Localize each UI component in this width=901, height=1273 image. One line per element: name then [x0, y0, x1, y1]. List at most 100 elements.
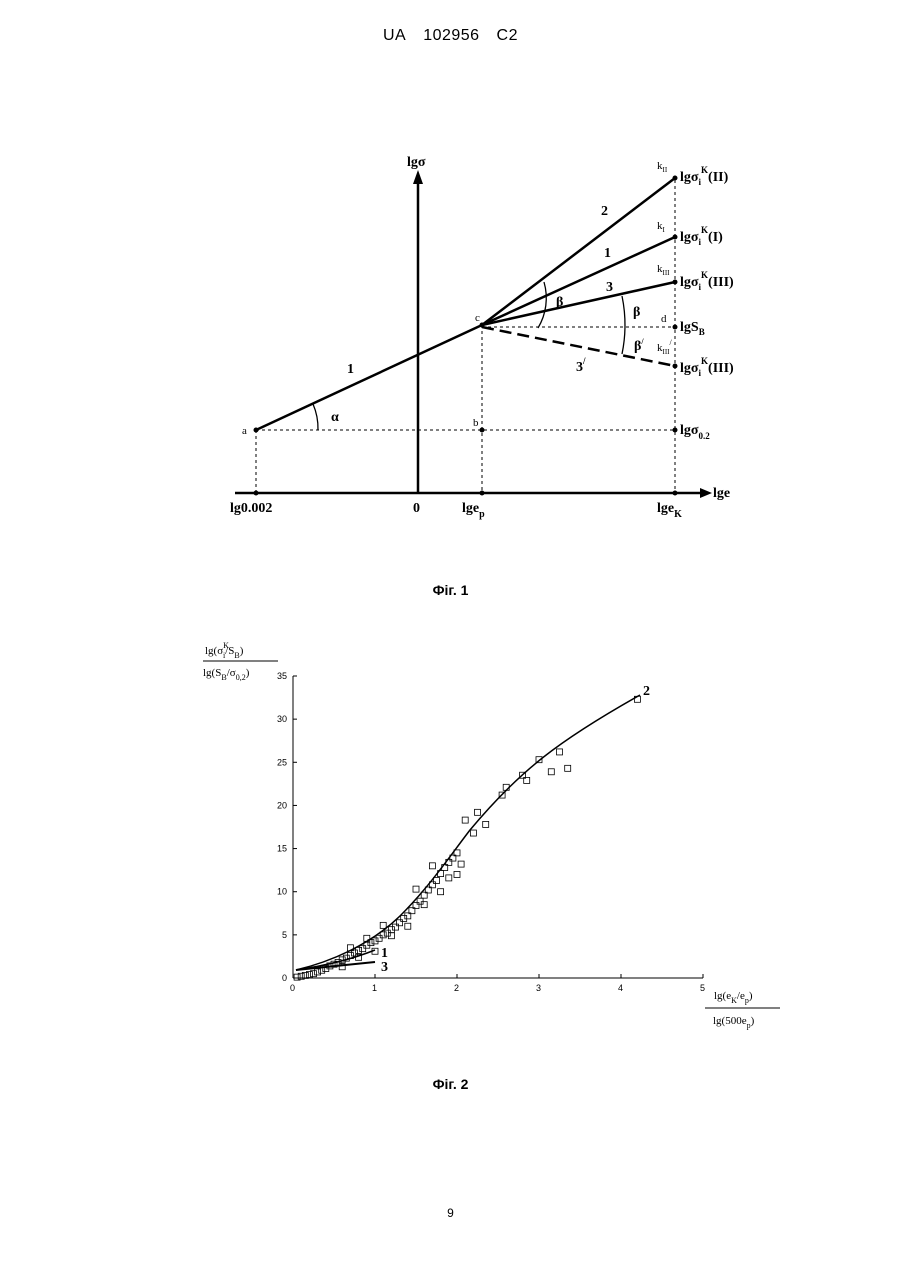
x-label-lg0002: lg0.002 [230, 501, 272, 516]
data-point-square [524, 777, 530, 783]
data-point-square [520, 772, 526, 778]
right-label-sigma-III-prime: lgσiK(III) [680, 356, 734, 378]
x-tick-label: 2 [454, 983, 459, 993]
y-label-denominator: lg(SB/σ0,2) [203, 667, 250, 682]
alpha-arc [313, 404, 318, 430]
data-point-square [347, 945, 353, 951]
point-d: d [661, 313, 667, 325]
data-point-square [421, 902, 427, 908]
data-point-square [421, 892, 427, 898]
x-label-lgek: lgeK [657, 501, 682, 520]
beta-arc-3 [622, 327, 625, 354]
line-label-3-prime: 3/ [576, 356, 586, 375]
y-label-numerator: lg(σKi/SB) [205, 641, 244, 660]
right-label-sigma-I: lgσiK(I) [680, 225, 723, 247]
data-point-square [368, 940, 374, 946]
data-point-square [311, 971, 317, 977]
right-label-SB: lgSB [680, 320, 705, 337]
data-point-square [298, 973, 304, 979]
data-point-square [503, 784, 509, 790]
beta-arc-2 [622, 296, 625, 327]
figure-1-diagram: lgσ lge 0 lg0.002 lgep lgeK a b c d kII … [0, 0, 901, 560]
data-point-square [315, 969, 321, 975]
data-point-square [405, 913, 411, 919]
data-point-square [376, 935, 382, 941]
data-point-square [470, 830, 476, 836]
data-point-square [425, 887, 431, 893]
figure-1-caption: Фiг. 1 [0, 582, 901, 598]
data-point-square [356, 954, 362, 960]
data-point-square [462, 817, 468, 823]
curve-label-2: 2 [643, 684, 650, 699]
data-point-square [339, 964, 345, 970]
data-point-square [634, 696, 640, 702]
data-point-square [409, 908, 415, 914]
data-point-square [499, 792, 505, 798]
point-kIII: kIII [657, 263, 670, 277]
data-point-square [364, 935, 370, 941]
y-axis-label: lgσ [407, 155, 426, 170]
angle-beta-3: β/ [634, 337, 644, 354]
angle-beta-1: β [556, 295, 563, 310]
data-point-square [372, 948, 378, 954]
y-tick-label: 30 [277, 714, 287, 724]
line-label-1a: 1 [347, 362, 354, 377]
figure-2-caption: Фiг. 2 [0, 1076, 901, 1092]
page-number: 9 [0, 1206, 901, 1220]
x-tick-label: 0 [290, 983, 295, 993]
data-point-square [483, 821, 489, 827]
data-point-square [417, 898, 423, 904]
data-point-square [438, 889, 444, 895]
data-point-square [401, 915, 407, 921]
data-point-square [384, 930, 390, 936]
data-point-square [294, 974, 300, 980]
data-point-square [302, 972, 308, 978]
angle-alpha: α [331, 410, 339, 425]
data-point-square [397, 920, 403, 926]
data-point-square [450, 855, 456, 861]
data-point-square [434, 877, 440, 883]
y-tick-label: 15 [277, 844, 287, 854]
point-kI: kI [657, 220, 666, 234]
line-label-2: 2 [601, 204, 608, 219]
line-label-3: 3 [606, 280, 613, 295]
data-point-square [442, 865, 448, 871]
point-c: c [475, 312, 480, 324]
curve-label-3: 3 [381, 960, 388, 975]
data-point-square [331, 961, 337, 967]
data-point-square [438, 871, 444, 877]
data-point-square [413, 886, 419, 892]
y-tick-label: 25 [277, 757, 287, 767]
curve-label-1: 1 [381, 946, 388, 961]
data-point-square [454, 850, 460, 856]
point-b: b [473, 417, 479, 429]
data-point-square [352, 950, 358, 956]
chart-ticks: 01234505101520253035 [277, 671, 705, 993]
point-kIII-prime: kIII/ [657, 338, 673, 356]
data-point-square [388, 927, 394, 933]
data-point-square [548, 769, 554, 775]
line-label-1b: 1 [604, 246, 611, 261]
right-label-sigma-II: lgσiK(II) [680, 165, 729, 187]
y-tick-label: 10 [277, 887, 287, 897]
curve-3 [296, 962, 375, 970]
data-point-square [405, 923, 411, 929]
x-tick-label: 3 [536, 983, 541, 993]
y-axis-arrow [413, 170, 423, 184]
x-tick-label: 5 [700, 983, 705, 993]
chart-marks [294, 696, 640, 980]
data-point-square [388, 933, 394, 939]
curve-2 [296, 695, 640, 970]
data-point-square [356, 947, 362, 953]
data-point-square [393, 924, 399, 930]
origin-label: 0 [413, 501, 420, 516]
data-point-square [327, 963, 333, 969]
data-point-square [360, 946, 366, 952]
data-point-square [319, 967, 325, 973]
data-point-square [446, 875, 452, 881]
y-tick-label: 5 [282, 930, 287, 940]
data-point-square [429, 863, 435, 869]
data-point-square [536, 757, 542, 763]
data-point-square [364, 942, 370, 948]
line-1-elastic [256, 325, 482, 430]
